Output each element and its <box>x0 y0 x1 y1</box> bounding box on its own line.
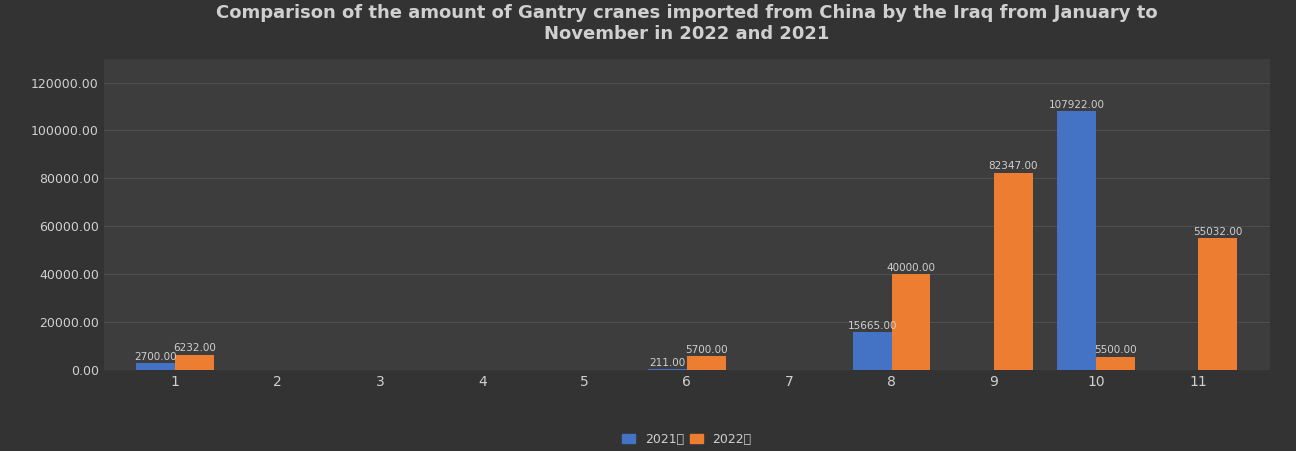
Title: Comparison of the amount of Gantry cranes imported from China by the Iraq from J: Comparison of the amount of Gantry crane… <box>216 5 1157 43</box>
Bar <box>648 369 687 370</box>
Bar <box>892 274 931 370</box>
Bar <box>853 332 892 370</box>
Bar <box>136 364 175 370</box>
Text: 40000.00: 40000.00 <box>886 262 936 273</box>
Text: 107922.00: 107922.00 <box>1048 100 1104 110</box>
Text: 211.00: 211.00 <box>649 358 686 368</box>
Text: 2700.00: 2700.00 <box>135 352 178 362</box>
Text: 15665.00: 15665.00 <box>848 321 897 331</box>
Text: 5700.00: 5700.00 <box>686 345 727 355</box>
Bar <box>687 356 726 370</box>
Bar <box>1199 238 1238 370</box>
Text: 5500.00: 5500.00 <box>1094 345 1137 355</box>
Text: 55032.00: 55032.00 <box>1194 227 1243 237</box>
Bar <box>175 355 214 370</box>
Text: 6232.00: 6232.00 <box>174 344 216 354</box>
Bar <box>1096 357 1135 370</box>
Bar <box>994 173 1033 370</box>
Text: 82347.00: 82347.00 <box>989 161 1038 171</box>
Bar <box>1058 111 1096 370</box>
Legend: 2021年, 2022年: 2021年, 2022年 <box>617 428 757 451</box>
